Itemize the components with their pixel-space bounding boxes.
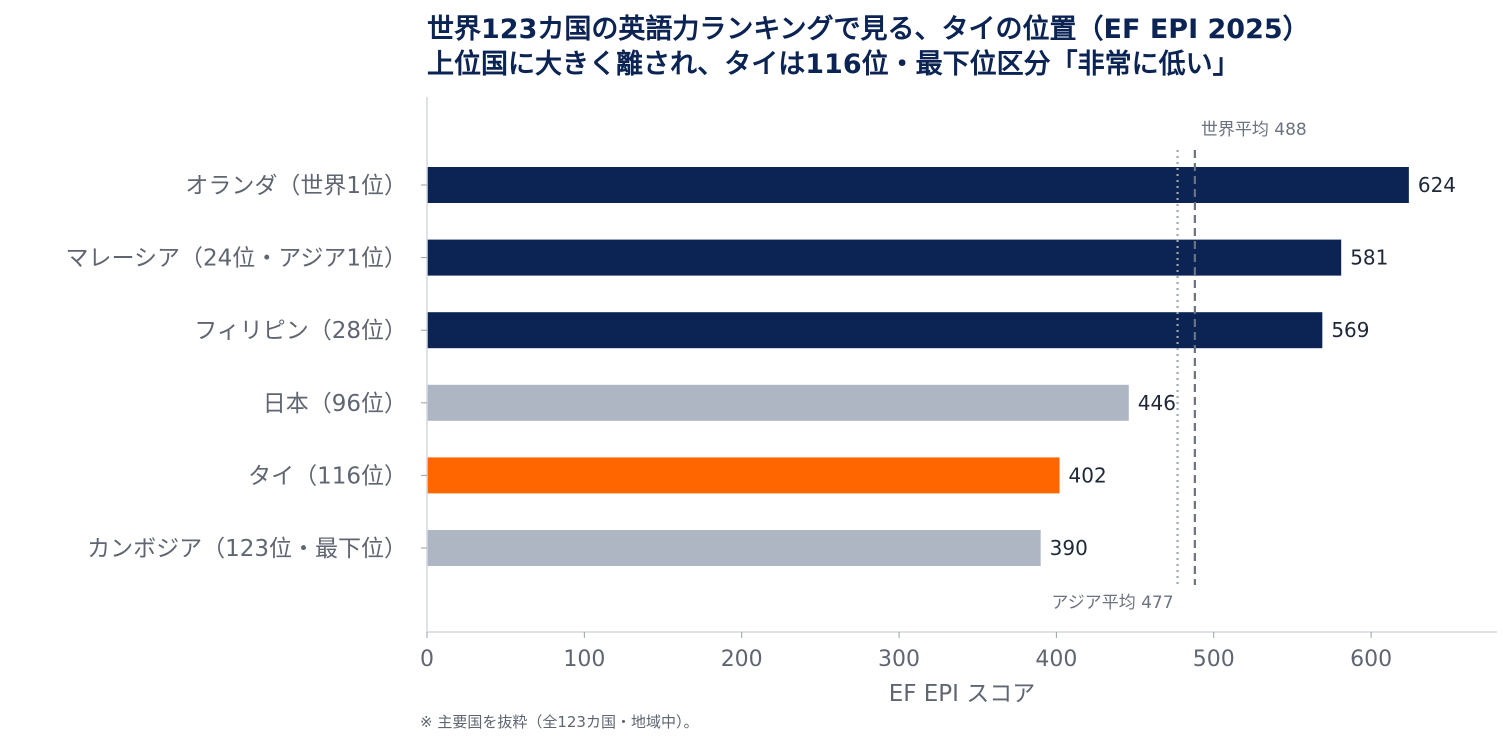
category-label: フィリピン（28位） [194,318,407,344]
category-label: タイ（116位） [248,463,407,489]
category-label: 日本（96位） [263,391,407,417]
x-tick-label: 200 [721,647,763,672]
bar [427,457,1060,494]
value-label: 624 [1418,173,1456,197]
bar [427,384,1129,421]
chart-title: 世界123カ国の英語力ランキングで見る、タイの位置（EF EPI 2025） [427,13,1310,45]
bar [427,530,1041,566]
value-label: 569 [1331,318,1369,342]
bar [427,167,1409,203]
x-tick-label: 600 [1350,647,1392,672]
x-tick-label: 500 [1193,647,1235,672]
asia-average-label: アジア平均 477 [1051,593,1173,613]
value-label: 446 [1138,391,1176,415]
category-label: カンボジア（123位・最下位） [87,536,407,562]
value-label: 581 [1350,246,1388,270]
reference-lines-layer: 世界平均 488 アジア平均 477 [1051,120,1306,613]
world-average-label: 世界平均 488 [1201,120,1307,140]
bar [427,239,1342,276]
x-tick-label: 400 [1035,647,1077,672]
x-tick-label: 0 [420,647,434,672]
footnote: ※ 主要国を抜粋（全123カ国・地域中）。 [420,713,698,731]
x-axis-title: EF EPI スコア [889,681,1036,707]
value-label: 402 [1069,463,1107,487]
x-tick-label: 100 [563,647,605,672]
category-label: オランダ（世界1位） [185,173,407,199]
x-tick-label: 300 [878,647,920,672]
axes-layer: 0 100 200 300 400 500 600 オランダ（世界1位） マレーシア（24位・ア… [65,97,1497,672]
value-label: 390 [1050,536,1088,560]
category-label: マレーシア（24位・アジア1位） [65,246,407,272]
bar [427,312,1323,349]
chart-subtitle: 上位国に大きく離され、タイは116位・最下位区分「非常に低い」 [427,48,1240,80]
bars-layer: 624 581 569 446 402 390 [427,167,1456,566]
